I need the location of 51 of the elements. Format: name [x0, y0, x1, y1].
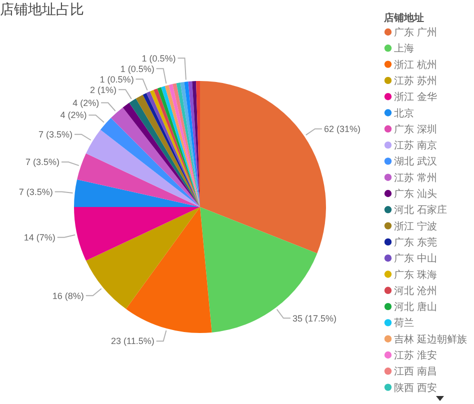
- legend-label: 吉林 延边朝鲜族: [394, 333, 468, 346]
- legend-label: 广东 深圳: [394, 123, 438, 136]
- pie-slice: [86, 130, 200, 207]
- legend-label: 陕西 西安: [394, 382, 438, 394]
- pie-slice: [180, 82, 200, 207]
- legend-label: 浙江 宁波: [394, 220, 438, 232]
- data-label: 1 (0.5%): [120, 64, 154, 74]
- pie-slice: [188, 81, 200, 207]
- data-label: 4 (2%): [60, 110, 87, 120]
- data-label: 35 (17.5%): [292, 313, 336, 324]
- legend-label: 荷兰: [394, 317, 414, 330]
- legend-label: 浙江 金华: [394, 91, 438, 104]
- legend-label: 江苏 南京: [394, 140, 438, 152]
- data-label: 7 (3.5%): [38, 130, 72, 140]
- legend-label: 广东 中山: [394, 252, 438, 265]
- pie-slice: [110, 107, 200, 207]
- legend-label: 河北 唐山: [394, 301, 438, 314]
- data-label: 1 (0.5%): [142, 53, 176, 64]
- data-label: 62 (31%): [324, 124, 360, 134]
- pie-slice: [100, 118, 200, 207]
- pie-slice: [74, 207, 200, 261]
- legend-label: 广东 东莞: [394, 236, 438, 248]
- legend-title: 店铺地址: [383, 12, 424, 24]
- legend-label: 北京: [394, 107, 414, 120]
- data-label: 14 (7%): [24, 232, 56, 242]
- legend-label: 湖北 武汉: [394, 156, 438, 168]
- data-label: 2 (1%): [90, 84, 117, 95]
- legend-label: 江苏 常州: [394, 172, 438, 184]
- data-label: 7 (3.5%): [25, 157, 60, 168]
- legend-label: 广东 汕头: [394, 188, 438, 200]
- data-label: 23 (11.5%): [110, 336, 154, 346]
- pie-slice: [184, 82, 200, 207]
- chart-title: 店铺地址占比: [0, 2, 84, 18]
- legend-label: 上海: [394, 42, 414, 55]
- legend-label: 江西 南昌: [394, 366, 438, 378]
- pie-slice: [74, 180, 200, 207]
- data-label: 7 (3.5%): [18, 186, 53, 197]
- pie-slice: [77, 153, 200, 207]
- legend-label: 江苏 苏州: [394, 74, 438, 87]
- legend-label: 广东 珠海: [394, 268, 438, 281]
- legend-label: 浙江 杭州: [394, 58, 438, 71]
- legend-label: 河北 沧州: [394, 284, 438, 297]
- pie-slice: [200, 81, 326, 254]
- pie-slice: [126, 207, 212, 333]
- legend-label: 河北 石家庄: [394, 204, 448, 216]
- data-label: 4 (2%): [72, 98, 100, 108]
- legend-label: 江苏 淮安: [394, 350, 438, 362]
- data-label: 16 (8%): [52, 290, 84, 301]
- data-label: 1 (0.5%): [100, 74, 134, 84]
- legend-label: 广东 广州: [394, 26, 438, 38]
- pie-slice: [86, 207, 200, 309]
